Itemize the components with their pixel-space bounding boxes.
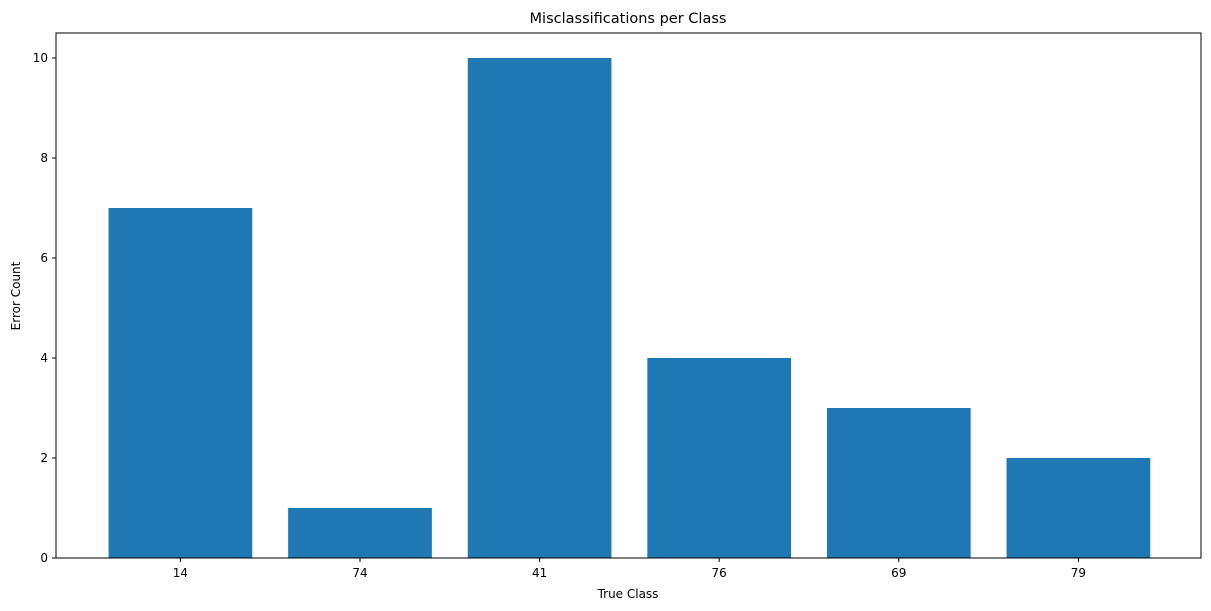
x-tick-label: 79 — [1071, 566, 1086, 580]
bar-14 — [108, 208, 253, 558]
y-tick-label: 0 — [40, 551, 48, 565]
x-tick-label: 74 — [352, 566, 367, 580]
bar-74 — [288, 508, 432, 558]
x-axis-title: True Class — [597, 587, 659, 601]
y-tick-label: 2 — [40, 451, 48, 465]
bar-76 — [647, 358, 792, 558]
y-tick-label: 6 — [40, 251, 48, 265]
chart-title: Misclassifications per Class — [530, 11, 727, 27]
bar-41 — [467, 58, 612, 558]
bar-69 — [826, 408, 971, 558]
y-axis-title: Error Count — [9, 261, 23, 330]
y-axis-ticks: 0 2 4 6 8 10 — [33, 51, 56, 565]
bars-layer — [108, 58, 1151, 558]
x-tick-label: 69 — [891, 566, 906, 580]
x-tick-label: 76 — [712, 566, 727, 580]
bar-79 — [1006, 458, 1151, 558]
y-tick-label: 4 — [40, 351, 48, 365]
plot-frame — [55, 32, 1202, 559]
x-tick-label: 41 — [532, 566, 547, 580]
y-tick-label: 10 — [33, 51, 48, 65]
y-tick-label: 8 — [40, 151, 48, 165]
x-axis-ticks: 14 74 41 76 69 79 — [173, 558, 1086, 580]
x-tick-label: 14 — [173, 566, 188, 580]
